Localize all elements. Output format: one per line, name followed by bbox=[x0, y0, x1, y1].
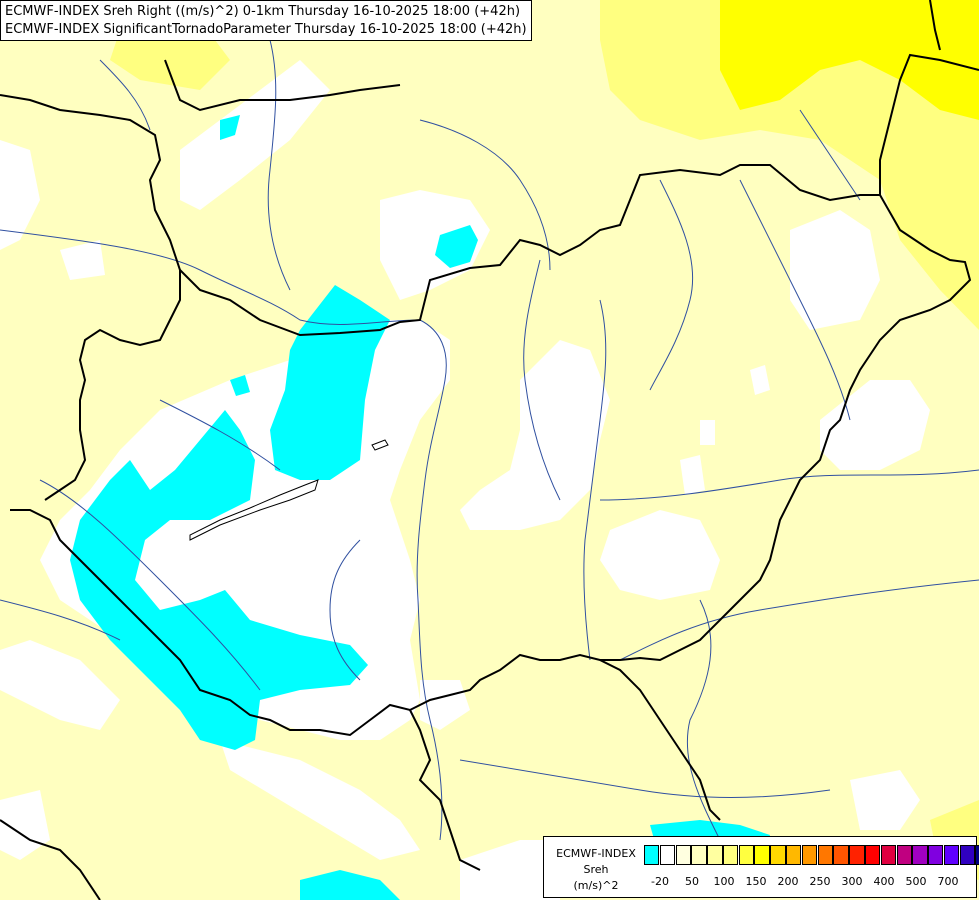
legend-swatch bbox=[707, 845, 723, 865]
legend-label-3: (m/s)^2 bbox=[573, 879, 619, 892]
legend-tick-label: -20 bbox=[651, 875, 669, 888]
legend-tick-label: 250 bbox=[809, 875, 831, 888]
legend-swatch bbox=[975, 845, 979, 865]
legend-swatch bbox=[912, 845, 928, 865]
legend-swatch bbox=[722, 845, 739, 865]
legend-tick-label: 400 bbox=[873, 875, 895, 888]
legend-tick-label: 50 bbox=[685, 875, 699, 888]
legend-tick-label: 150 bbox=[745, 875, 767, 888]
rivers bbox=[0, 39, 979, 841]
legend-swatch bbox=[880, 845, 897, 865]
legend-tick-label: 700 bbox=[937, 875, 959, 888]
legend-swatch bbox=[849, 845, 865, 865]
map-title: ECMWF-INDEX Sreh Right ((m/s)^2) 0-1km T… bbox=[0, 0, 532, 41]
legend-swatch bbox=[817, 845, 833, 865]
legend-label-1: ECMWF-INDEX bbox=[556, 847, 636, 860]
legend-swatch bbox=[959, 845, 976, 865]
legend-swatch bbox=[943, 845, 960, 865]
color-legend: ECMWF-INDEX Sreh (m/s)^2 -20 50 100 150 200 2… bbox=[543, 836, 979, 898]
legend-swatches bbox=[644, 845, 979, 865]
legend-tick-label: 200 bbox=[777, 875, 799, 888]
legend-swatch bbox=[738, 845, 755, 865]
field-highest-yellow bbox=[720, 0, 979, 120]
title-line-2: ECMWF-INDEX SignificantTornadoParameter … bbox=[5, 22, 527, 37]
title-line-1: ECMWF-INDEX Sreh Right ((m/s)^2) 0-1km T… bbox=[5, 4, 521, 19]
legend-tick-label: 500 bbox=[905, 875, 927, 888]
lake-small bbox=[371, 439, 389, 451]
legend-swatch bbox=[864, 845, 881, 865]
legend-swatch bbox=[801, 845, 818, 865]
legend-swatch bbox=[786, 845, 802, 865]
legend-swatch bbox=[754, 845, 770, 865]
legend-swatch bbox=[675, 845, 691, 865]
legend-tick-label: 100 bbox=[713, 875, 735, 888]
legend-swatch bbox=[896, 845, 912, 865]
legend-swatch bbox=[770, 845, 786, 865]
lake-balaton bbox=[189, 479, 319, 541]
legend-swatch bbox=[833, 845, 849, 865]
legend-swatch bbox=[659, 845, 676, 865]
legend-swatch bbox=[691, 845, 707, 865]
legend-tick-label: 300 bbox=[841, 875, 863, 888]
legend-label-2: Sreh bbox=[583, 863, 609, 876]
field-high-yellow bbox=[600, 0, 979, 330]
legend-swatch bbox=[644, 845, 660, 865]
legend-ticks: -20 50 100 150 200 250 300 400 500 700 bbox=[644, 875, 969, 889]
legend-swatch bbox=[928, 845, 944, 865]
